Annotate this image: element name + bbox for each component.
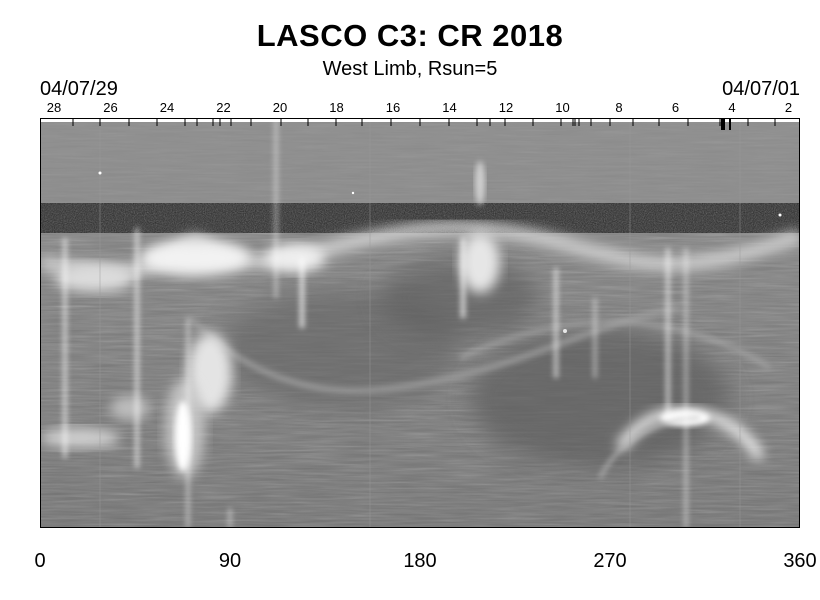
day-label: 18 (329, 100, 344, 115)
end-date-label: 04/07/01 (722, 78, 800, 100)
day-label: 26 (103, 100, 118, 115)
x-axis-tick-label: 270 (593, 550, 627, 572)
x-axis: 0 90 180 270 360 (0, 528, 820, 588)
start-date-label: 04/07/29 (40, 78, 118, 100)
figure-subtitle: West Limb, Rsun=5 (322, 58, 498, 80)
synoptic-map-image (40, 118, 800, 528)
figure-title: LASCO C3: CR 2018 (256, 18, 564, 53)
x-axis-tick-label: 360 (783, 550, 817, 572)
day-label: 12 (498, 100, 514, 115)
day-label: 4 (728, 100, 736, 115)
day-label: 22 (216, 100, 231, 115)
day-number-row: 28 26 24 22 20 18 16 14 12 10 8 6 4 2 (0, 100, 820, 120)
x-axis-tick-label: 90 (218, 550, 242, 572)
day-label: 10 (555, 100, 570, 115)
day-label: 24 (159, 100, 175, 115)
day-label: 20 (272, 100, 288, 115)
top-tick-marks (40, 118, 800, 130)
x-axis-tick-label: 0 (34, 550, 46, 572)
day-label: 8 (615, 100, 623, 115)
day-label: 16 (385, 100, 401, 115)
day-label: 14 (442, 100, 457, 115)
day-label: 2 (784, 100, 793, 115)
day-label: 28 (46, 100, 62, 115)
x-axis-tick-label: 180 (403, 550, 437, 572)
day-label: 6 (671, 100, 680, 115)
